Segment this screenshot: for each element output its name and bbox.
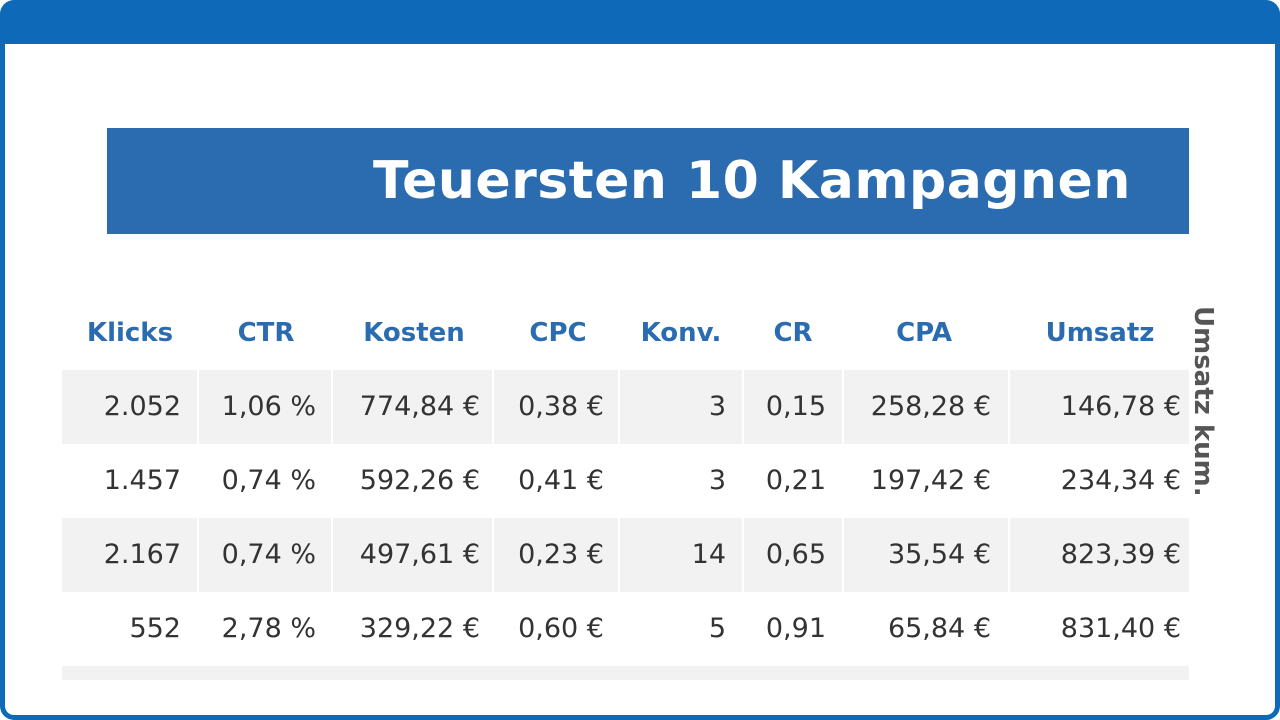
- cell-ctr: 1,06 %: [221, 391, 316, 422]
- cell-klicks: 552: [129, 613, 181, 644]
- cell-cpa: 65,84 €: [887, 613, 991, 644]
- column-header-umsatz-kum[interactable]: Umsatz kum.: [1188, 306, 1218, 497]
- cell-cr: 0,15: [765, 391, 826, 422]
- cell-cpa: 258,28 €: [870, 391, 991, 422]
- cell-konv: 14: [691, 539, 726, 570]
- column-header-umsatz[interactable]: Umsatz: [1045, 318, 1155, 348]
- cell-kosten: 774,84 €: [359, 391, 480, 422]
- cell-cr: 0,21: [765, 465, 826, 496]
- table-row[interactable]: 1.457 0,74 % 592,26 € 0,41 € 3 0,21 197,…: [62, 444, 1189, 518]
- table-row[interactable]: 552 2,78 % 329,22 € 0,60 € 5 0,91 65,84 …: [62, 592, 1189, 666]
- column-header-cpa[interactable]: CPA: [896, 318, 952, 348]
- cell-cpa: 35,54 €: [887, 539, 991, 570]
- column-header-cr[interactable]: CR: [773, 318, 813, 348]
- table-header: Klicks CTR Kosten CPC Konv. CR CPA Umsat…: [62, 296, 1189, 370]
- cell-cpc: 0,38 €: [518, 391, 604, 422]
- cell-kosten: 497,61 €: [359, 539, 480, 570]
- cell-cr: 0,65: [765, 539, 826, 570]
- cell-konv: 5: [708, 613, 726, 644]
- table-row[interactable]: 2.052 1,06 % 774,84 € 0,38 € 3 0,15 258,…: [62, 370, 1189, 444]
- cell-klicks: 2.052: [103, 391, 181, 422]
- cell-cpa: 197,42 €: [870, 465, 991, 496]
- column-header-ctr[interactable]: CTR: [237, 318, 295, 348]
- title-banner: Teuersten 10 Kampagnen: [107, 128, 1189, 234]
- cell-umsatz: 234,34 €: [1060, 465, 1181, 496]
- cell-ctr: 2,78 %: [221, 613, 316, 644]
- column-header-cpc[interactable]: CPC: [529, 318, 587, 348]
- cell-klicks: 1.457: [103, 465, 181, 496]
- cell-klicks: 2.167: [103, 539, 181, 570]
- cell-umsatz: 823,39 €: [1060, 539, 1181, 570]
- table-row[interactable]: 2.167 0,74 % 497,61 € 0,23 € 14 0,65 35,…: [62, 518, 1189, 592]
- cell-kosten: 592,26 €: [359, 465, 480, 496]
- cell-cpc: 0,60 €: [518, 613, 604, 644]
- cell-ctr: 0,74 %: [221, 465, 316, 496]
- cell-cpc: 0,23 €: [518, 539, 604, 570]
- column-header-klicks[interactable]: Klicks: [86, 318, 174, 348]
- column-header-kosten[interactable]: Kosten: [363, 318, 465, 348]
- column-header-konv[interactable]: Konv.: [640, 318, 722, 348]
- page-title: Teuersten 10 Kampagnen: [373, 151, 1131, 211]
- cell-cr: 0,91: [765, 613, 826, 644]
- cell-umsatz: 831,40 €: [1060, 613, 1181, 644]
- campaign-table: Klicks CTR Kosten CPC Konv. CR CPA Umsat…: [62, 296, 1189, 666]
- cell-konv: 3: [708, 465, 726, 496]
- next-row-partial: [62, 666, 1189, 680]
- cell-ctr: 0,74 %: [221, 539, 316, 570]
- cell-umsatz: 146,78 €: [1060, 391, 1181, 422]
- cell-konv: 3: [708, 391, 726, 422]
- cell-kosten: 329,22 €: [359, 613, 480, 644]
- cell-cpc: 0,41 €: [518, 465, 604, 496]
